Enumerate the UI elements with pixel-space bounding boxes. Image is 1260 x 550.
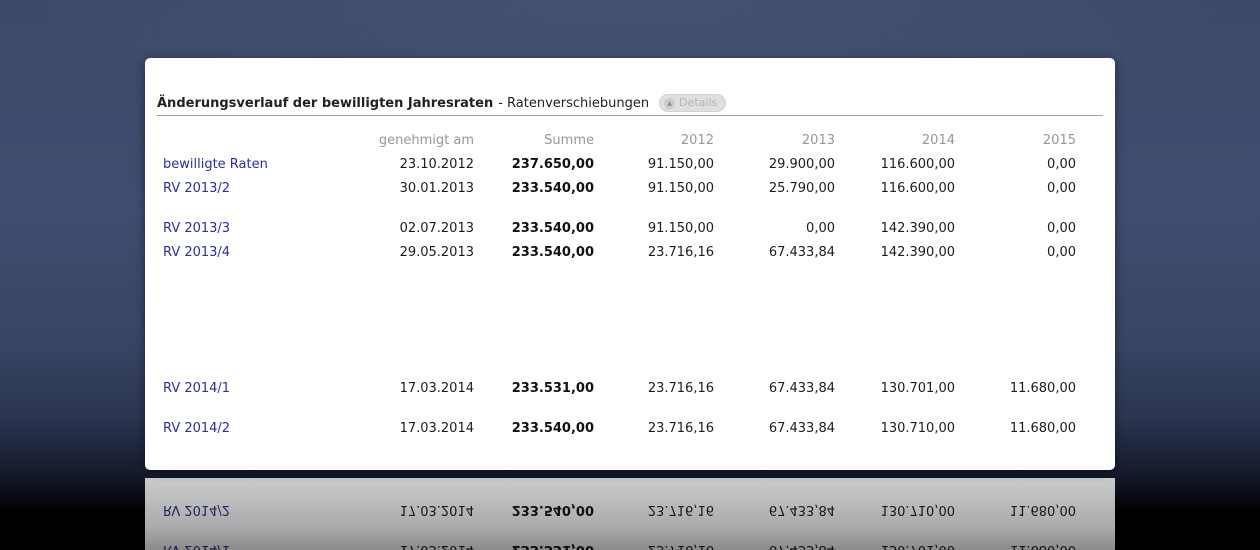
- row-link[interactable]: RV 2013/2: [163, 181, 231, 196]
- column-header-2015: 2015: [1042, 133, 1076, 148]
- table-row: RV 2013/2 30.01.2013 233.540,00 91.150,00 25…: [163, 177, 1079, 201]
- highlight-region-2013: [717, 177, 838, 377]
- year-value-2013: 67.433,84: [768, 245, 835, 260]
- year-value-2013: 25.790,00: [768, 181, 835, 196]
- annual-rates-panel: Änderungsverlauf der bewilligten Jahresr…: [145, 58, 1115, 470]
- row-link[interactable]: bewilligte Raten: [163, 157, 268, 172]
- table-row: RV 2014/2 17.03.2014 233.540,00 23.716,16 67…: [163, 417, 1079, 441]
- approved-date: 17.03.2014: [399, 421, 474, 436]
- column-header-2014: 2014: [921, 133, 955, 148]
- table-row: RV 2014/1 17.03.2014 233.531,00 23.716,16 67…: [163, 377, 1079, 401]
- panel-title-row: Änderungsverlauf der bewilligten Jahresr…: [157, 94, 1103, 112]
- row-link[interactable]: RV 2014/1: [163, 381, 231, 396]
- approved-date: 29.05.2013: [399, 245, 474, 260]
- sum-value: 233.540,00: [511, 245, 594, 260]
- year-value-2012: 91.150,00: [647, 221, 714, 236]
- year-value-2015: 0,00: [1047, 245, 1076, 260]
- approved-date: 02.07.2013: [399, 221, 474, 236]
- year-value-2012: 23.716,16: [647, 245, 714, 260]
- approved-date: 23.10.2012: [399, 157, 474, 172]
- year-value-2012: 91.150,00: [647, 181, 714, 196]
- year-value-2014: 116.600,00: [880, 181, 955, 196]
- table-row: RV 2013/4 29.05.2013 233.540,00 23.716,16 67…: [163, 241, 1079, 265]
- column-header-2012: 2012: [680, 133, 714, 148]
- year-value-2012: 23.716,16: [647, 381, 714, 396]
- sum-value: 233.531,00: [511, 381, 594, 396]
- details-button[interactable]: ▲ Details: [659, 94, 727, 112]
- row-link[interactable]: RV 2013/4: [163, 245, 231, 260]
- year-value-2014: 130.710,00: [880, 421, 955, 436]
- collapse-up-icon: ▲: [664, 97, 676, 109]
- approved-date: 17.03.2014: [399, 381, 474, 396]
- reflection-fade-overlay: [145, 478, 1115, 550]
- details-button-label: Details: [679, 96, 718, 109]
- year-value-2013: 29.900,00: [768, 157, 835, 172]
- panel-title: Änderungsverlauf der bewilligten Jahresr…: [157, 95, 494, 111]
- year-value-2015: 0,00: [1047, 181, 1076, 196]
- sum-value: 233.540,00: [511, 181, 594, 196]
- year-value-2014: 130.701,00: [880, 381, 955, 396]
- table-header-row: genehmigt am Summe 2012 2013 2014 2015: [163, 129, 1079, 153]
- column-header-approved: genehmigt am: [378, 133, 474, 148]
- year-value-2012: 91.150,00: [647, 157, 714, 172]
- table-row: RV 2013/3 02.07.2013 233.540,00 91.150,00 0,…: [163, 217, 1079, 241]
- year-value-2014: 142.390,00: [880, 221, 955, 236]
- year-value-2013: 67.433,84: [768, 421, 835, 436]
- year-value-2015: 11.680,00: [1009, 421, 1076, 436]
- row-link[interactable]: RV 2014/2: [163, 421, 231, 436]
- column-header-sum: Summe: [544, 133, 594, 148]
- year-value-2015: 11.680,00: [1009, 381, 1076, 396]
- year-value-2013: 67.433,84: [768, 381, 835, 396]
- year-value-2015: 0,00: [1047, 157, 1076, 172]
- approved-date: 30.01.2013: [399, 181, 474, 196]
- sum-value: 237.650,00: [511, 157, 594, 172]
- title-divider: [157, 115, 1103, 116]
- year-value-2015: 0,00: [1047, 221, 1076, 236]
- panel-subtitle: - Ratenverschiebungen: [498, 95, 650, 111]
- panel-reflection: Änderungsverlauf der bewilligten Jahresr…: [145, 478, 1115, 550]
- column-header-2013: 2013: [801, 133, 835, 148]
- year-value-2014: 116.600,00: [880, 157, 955, 172]
- year-value-2012: 23.716,16: [647, 421, 714, 436]
- sum-value: 233.540,00: [511, 421, 594, 436]
- table-row: bewilligte Raten 23.10.2012 237.650,00 91.1…: [163, 153, 1079, 177]
- year-value-2013: 0,00: [806, 221, 835, 236]
- row-link[interactable]: RV 2013/3: [163, 221, 231, 236]
- year-value-2014: 142.390,00: [880, 245, 955, 260]
- sum-value: 233.540,00: [511, 221, 594, 236]
